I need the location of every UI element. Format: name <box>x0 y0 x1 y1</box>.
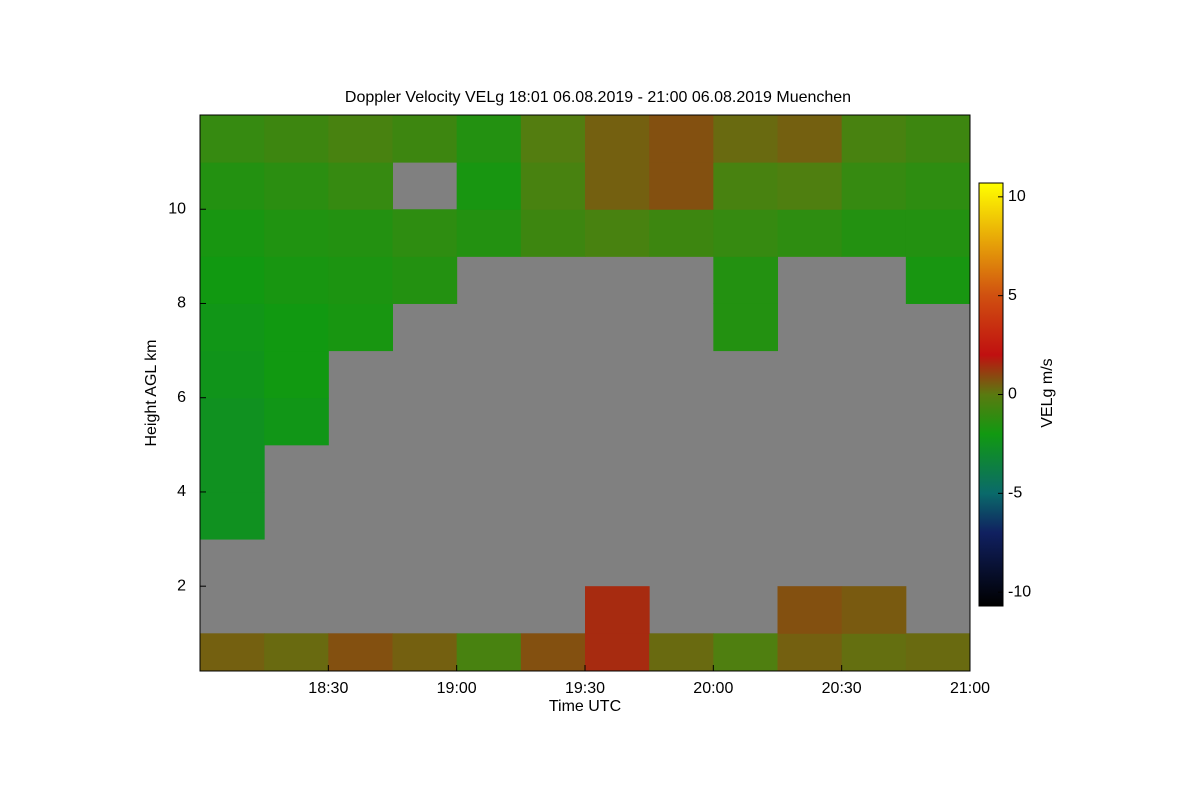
heatmap-cell <box>905 209 970 257</box>
y-tick-label: 10 <box>168 200 186 217</box>
heatmap-cell <box>777 209 843 257</box>
heatmap-cell <box>777 115 843 163</box>
x-tick-label: 21:00 <box>950 680 990 697</box>
y-tick-label: 4 <box>177 483 186 500</box>
heatmap-cell <box>328 162 393 210</box>
heatmap-cell <box>264 350 329 399</box>
heatmap-cell <box>264 633 329 671</box>
heatmap-cell <box>200 162 265 210</box>
heatmap-cell <box>392 209 458 257</box>
heatmap-cell <box>841 209 907 257</box>
heatmap-cell <box>841 633 907 671</box>
heatmap-cell <box>328 633 393 671</box>
heatmap-cell <box>328 209 393 257</box>
heatmap-cell <box>264 397 329 446</box>
heatmap-cell <box>777 586 843 634</box>
heatmap-cell <box>649 209 714 257</box>
heatmap-cell <box>713 256 778 304</box>
heatmap-cell <box>713 303 778 352</box>
heatmap-cell <box>777 162 843 210</box>
heatmap-cell <box>649 115 714 163</box>
colorbar-tick-label: 10 <box>1008 188 1026 205</box>
heatmap-cell <box>392 633 458 671</box>
heatmap-cell <box>200 115 265 163</box>
colorbar-label: VELg m/s <box>1039 358 1056 427</box>
heatmap-cell <box>328 303 393 352</box>
x-tick-label: 19:00 <box>437 680 477 697</box>
heatmap-cell <box>456 209 522 257</box>
y-tick-label: 8 <box>177 295 186 312</box>
heatmap-cell <box>585 209 650 257</box>
colorbar-tick-label: -10 <box>1008 583 1031 600</box>
heatmap-cell <box>200 444 265 493</box>
colorbar-tick-label: -5 <box>1008 485 1022 502</box>
colorbar-tick-label: 5 <box>1008 287 1017 304</box>
heatmap-cell <box>200 350 265 399</box>
heatmap-cell <box>520 115 586 163</box>
heatmap-cell <box>200 256 265 304</box>
heatmap-cell <box>392 256 458 304</box>
heatmap-cell <box>328 256 393 304</box>
x-tick-label: 20:00 <box>693 680 733 697</box>
heatmap-cell <box>905 162 970 210</box>
heatmap-cell <box>905 115 970 163</box>
heatmap-cell <box>713 633 778 671</box>
heatmap-cell <box>649 162 714 210</box>
heatmap-cell <box>264 256 329 304</box>
heatmap-cell <box>520 209 586 257</box>
colorbar-tick-label: 0 <box>1008 386 1017 403</box>
heatmap-cell <box>456 115 522 163</box>
heatmap-cell <box>713 209 778 257</box>
heatmap-cell <box>585 162 650 210</box>
heatmap-cell <box>392 115 458 163</box>
x-tick-label: 19:30 <box>565 680 605 697</box>
heatmap-cell <box>585 586 650 634</box>
heatmap-cell <box>328 115 393 163</box>
y-tick-label: 2 <box>177 577 186 594</box>
heatmap <box>200 115 970 671</box>
heatmap-cell <box>264 162 329 210</box>
heatmap-cell <box>713 115 778 163</box>
heatmap-cell <box>585 115 650 163</box>
x-axis-label: Time UTC <box>549 698 621 715</box>
heatmap-cell <box>841 586 907 634</box>
heatmap-cell <box>841 115 907 163</box>
heatmap-cell <box>200 303 265 352</box>
heatmap-cell <box>905 633 970 671</box>
heatmap-cell <box>200 491 265 540</box>
x-tick-label: 20:30 <box>822 680 862 697</box>
heatmap-cell <box>264 115 329 163</box>
x-tick-label: 18:30 <box>308 680 348 697</box>
y-axis-label: Height AGL km <box>143 339 160 446</box>
heatmap-cell <box>456 162 522 210</box>
heatmap-cell <box>520 162 586 210</box>
heatmap-cell <box>200 397 265 446</box>
heatmap-cell <box>456 633 522 671</box>
heatmap-cell <box>649 633 714 671</box>
heatmap-cell <box>713 162 778 210</box>
heatmap-cell <box>905 256 970 304</box>
heatmap-cell <box>200 209 265 257</box>
heatmap-cell <box>264 209 329 257</box>
heatmap-cell <box>841 162 907 210</box>
y-tick-label: 6 <box>177 389 186 406</box>
heatmap-cell <box>520 633 586 671</box>
chart-title: Doppler Velocity VELg 18:01 06.08.2019 -… <box>345 89 851 106</box>
heatmap-cell <box>200 633 265 671</box>
heatmap-cell <box>264 303 329 352</box>
heatmap-cell <box>585 633 650 671</box>
heatmap-cell <box>777 633 843 671</box>
